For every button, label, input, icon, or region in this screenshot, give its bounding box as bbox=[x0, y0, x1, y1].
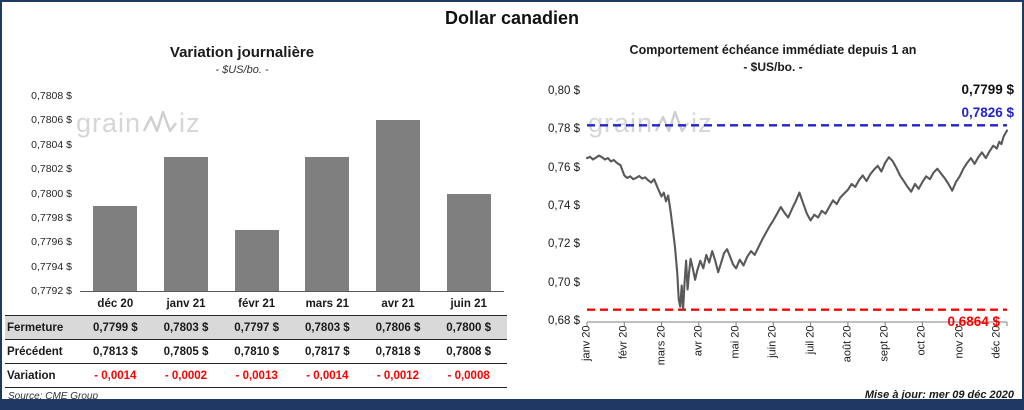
bar-juin 21 bbox=[446, 193, 491, 291]
watermark-zigzag-icon bbox=[655, 110, 690, 132]
cell-Précédent-janv 21: 0,7805 $ bbox=[163, 346, 209, 358]
cell-Variation-janv 21: - 0,0002 bbox=[164, 370, 208, 382]
right-x-tick-label-déc 20: déc 20 bbox=[990, 325, 1003, 359]
month-header-avr 21: avr 21 bbox=[381, 298, 415, 310]
cell-Variation-avr 21: - 0,0012 bbox=[376, 370, 420, 382]
cell-Fermeture-févr 21: 0,7797 $ bbox=[234, 322, 280, 334]
month-header-juin 21: juin 21 bbox=[450, 298, 487, 310]
watermark-zigzag-icon bbox=[143, 110, 178, 132]
row-label-variation: Variation bbox=[7, 370, 56, 382]
cell-Précédent-avr 21: 0,7818 $ bbox=[375, 346, 421, 358]
bottom-bar bbox=[2, 399, 1022, 408]
cell-Variation-mars 21: - 0,0014 bbox=[306, 370, 349, 382]
cell-Variation-févr 21: - 0,0013 bbox=[235, 370, 278, 382]
right-x-tick-label-août 20: août 20 bbox=[841, 325, 854, 363]
left-y-tick-label: 0,7800 $ bbox=[31, 187, 72, 200]
left-chart-subtitle: - $US/bo. - bbox=[215, 64, 269, 76]
left-y-tick-label: 0,7804 $ bbox=[31, 138, 72, 151]
annotation-last-price: 0,7799 $ bbox=[961, 82, 1014, 97]
left-y-tick-label: 0,7796 $ bbox=[31, 236, 72, 249]
right-x-tick-label-mars 20: mars 20 bbox=[655, 325, 668, 366]
row-label-fermeture: Fermeture bbox=[7, 322, 64, 334]
watermark-text-prefix: grain bbox=[588, 108, 654, 138]
right-y-tick-label: 0,78 $ bbox=[548, 123, 580, 136]
cell-Fermeture-déc 20: 0,7799 $ bbox=[92, 322, 138, 334]
source-note: Source: CME Group bbox=[8, 391, 99, 402]
right-chart-subtitle: - $US/bo. - bbox=[743, 60, 803, 74]
right-x-tick-label-mai 20: mai 20 bbox=[729, 325, 742, 359]
right-x-tick-label-oct 20: oct 20 bbox=[915, 325, 928, 356]
left-y-tick-label: 0,7794 $ bbox=[31, 260, 72, 273]
bar-avr 21 bbox=[376, 120, 420, 291]
cell-Fermeture-mars 21: 0,7803 $ bbox=[304, 322, 350, 334]
cell-Variation-juin 21: - 0,0008 bbox=[447, 370, 490, 382]
table-row-fermeture: Fermeture 0,7799 $ 0,7803 $ 0,7797 $ 0,7803… bbox=[5, 316, 507, 340]
cell-Fermeture-juin 21: 0,7800 $ bbox=[446, 322, 492, 334]
annotation-low-line: 0,6864 $ bbox=[947, 313, 1000, 329]
left-y-tick-label: 0,7806 $ bbox=[31, 114, 72, 127]
cell-Précédent-févr 21: 0,7810 $ bbox=[234, 346, 280, 358]
right-y-tick-label: 0,68 $ bbox=[548, 315, 580, 327]
right-x-tick-label-avr 20: avr 20 bbox=[692, 325, 705, 357]
right-x-tick-label-févr 20: févr 20 bbox=[617, 325, 630, 360]
row-label-precedent: Précédent bbox=[7, 346, 63, 358]
month-header-déc 20: déc 20 bbox=[97, 298, 134, 310]
right-chart-title: Comportement échéance immédiate depuis 1… bbox=[629, 43, 917, 57]
left-y-tick-label: 0,7798 $ bbox=[31, 211, 72, 224]
watermark-grainwiz: grain iz bbox=[588, 108, 713, 139]
bar-déc 20 bbox=[93, 205, 138, 291]
left-y-tick-label: 0,7808 $ bbox=[31, 90, 72, 102]
right-y-tick-label: 0,74 $ bbox=[548, 200, 580, 212]
line-chart bbox=[585, 124, 1009, 326]
bar-janv 21 bbox=[164, 156, 208, 291]
watermark-text-prefix: grain bbox=[76, 108, 142, 138]
right-x-tick-label-sept 20: sept 20 bbox=[878, 325, 891, 362]
right-y-tick-label: 0,70 $ bbox=[548, 276, 580, 289]
price-line bbox=[585, 129, 1009, 311]
right-y-tick-label: 0,76 $ bbox=[548, 161, 580, 174]
right-y-tick-label: 0,80 $ bbox=[548, 85, 580, 97]
cell-Variation-déc 20: - 0,0014 bbox=[94, 370, 137, 382]
cell-Précédent-juin 21: 0,7808 $ bbox=[446, 346, 492, 358]
left-bar-plot bbox=[80, 96, 504, 292]
cell-Précédent-mars 21: 0,7817 $ bbox=[304, 346, 350, 358]
right-x-tick-label-janv 20: janv 20 bbox=[580, 325, 593, 361]
table-row-variation: Variation - 0,0014 - 0,0002 - 0,0013 - 0,00… bbox=[5, 364, 507, 388]
bar-mars 21 bbox=[305, 156, 350, 291]
bar-févr 21 bbox=[234, 230, 279, 291]
month-header-févr 21: févr 21 bbox=[238, 298, 276, 310]
right-x-tick-label-juin 20: juin 20 bbox=[766, 325, 779, 358]
right-x-tick-label-nov 20: nov 20 bbox=[953, 325, 966, 359]
right-x-tick-label-juil 20: juil 20 bbox=[804, 325, 817, 355]
updated-note: Mise à jour: mer 09 déc 2020 bbox=[864, 389, 1014, 401]
watermark-text-suffix: iz bbox=[691, 108, 713, 138]
month-header-mars 21: mars 21 bbox=[305, 298, 350, 310]
left-chart-title: Variation journalière bbox=[169, 44, 315, 61]
annotation-high-line: 0,7826 $ bbox=[961, 105, 1014, 121]
watermark-grainwiz: grain iz bbox=[76, 108, 201, 139]
cell-Précédent-déc 20: 0,7813 $ bbox=[92, 346, 138, 358]
left-y-tick-label: 0,7802 $ bbox=[31, 163, 72, 176]
watermark-text-suffix: iz bbox=[179, 108, 201, 138]
table-header-row: déc 20 janv 21 févr 21 mars 21 avr 21 juin 21 bbox=[5, 292, 507, 316]
cell-Fermeture-janv 21: 0,7803 $ bbox=[163, 322, 209, 334]
right-y-tick-label: 0,72 $ bbox=[548, 238, 580, 251]
month-header-janv 21: janv 21 bbox=[166, 298, 206, 310]
table-row-precedent: Précédent 0,7813 $ 0,7805 $ 0,7810 $ 0,7817… bbox=[5, 340, 507, 364]
cell-Fermeture-avr 21: 0,7806 $ bbox=[375, 322, 421, 334]
page-title: Dollar canadien bbox=[444, 8, 580, 28]
